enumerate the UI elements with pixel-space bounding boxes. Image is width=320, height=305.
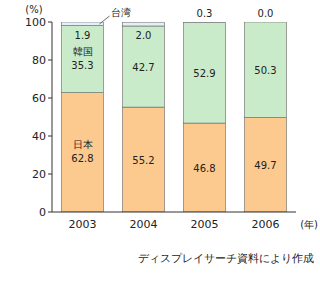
y-axis [52,22,53,212]
bar-segment [62,93,104,212]
y-tick [48,98,52,99]
x-tick-label: 2003 [69,218,97,231]
series-name: 台湾 [111,7,131,18]
y-axis-label: (%) [25,4,42,15]
data-label: 50.3 [254,65,276,76]
y-tick-label: 80 [32,54,46,67]
labels: 62.8 日本 35.3 韓国 1.9 55.2 42.7 2.0 46.8 52.9 0.3 49.… [71,7,276,174]
data-label: 49.7 [254,160,276,171]
data-label: 0.0 [258,8,274,19]
y-tick [48,22,52,23]
bar-segment [123,22,165,26]
y-tick-label: 40 [32,130,46,143]
bar-segment [245,22,287,118]
data-label: 1.9 [75,30,91,41]
series-name: 日本 [73,139,93,150]
source-note: ディスプレイサーチ資料により作成 [138,252,314,264]
data-label: 42.7 [132,62,154,73]
chart-svg: 0 20 40 60 80 100(%) 62.8 日本 35.3 韓国 1.9 55.2 42.7 2.… [0,0,320,305]
bar-segment [184,123,226,212]
data-label: 55.2 [132,155,154,166]
y-tick-label: 0 [39,206,46,219]
y-tick-label: 20 [32,168,46,181]
leader-line [100,16,110,24]
chart: 0 20 40 60 80 100(%) 62.8 日本 35.3 韓国 1.9 55.2 42.7 2.… [0,0,320,305]
bar-segment [123,26,165,107]
y-tick [48,174,52,175]
bar-segment [245,118,287,212]
bar-segment [184,22,226,23]
y-tick-label: 100 [25,16,46,29]
bar-segment [123,107,165,212]
bar-segment [62,26,104,93]
bars [62,22,287,212]
x-axis [52,212,296,213]
x-axis-label: (年) [300,219,318,230]
data-label: 46.8 [193,163,215,174]
data-label: 52.9 [193,68,215,79]
x-tick-label: 2005 [191,218,219,231]
data-label: 62.8 [71,153,93,164]
x-tick-label: 2006 [252,218,280,231]
bar-segment [62,22,104,26]
y-tick [48,212,52,213]
bar-segment [245,22,287,23]
y-tick [48,60,52,61]
x-tick-label: 2004 [130,218,158,231]
data-label: 0.3 [197,8,213,19]
data-label: 2.0 [136,30,152,41]
series-name: 韓国 [73,46,93,57]
y-tick [48,136,52,137]
bar-segment [184,23,226,124]
data-label: 35.3 [71,60,93,71]
y-tick-label: 60 [32,92,46,105]
